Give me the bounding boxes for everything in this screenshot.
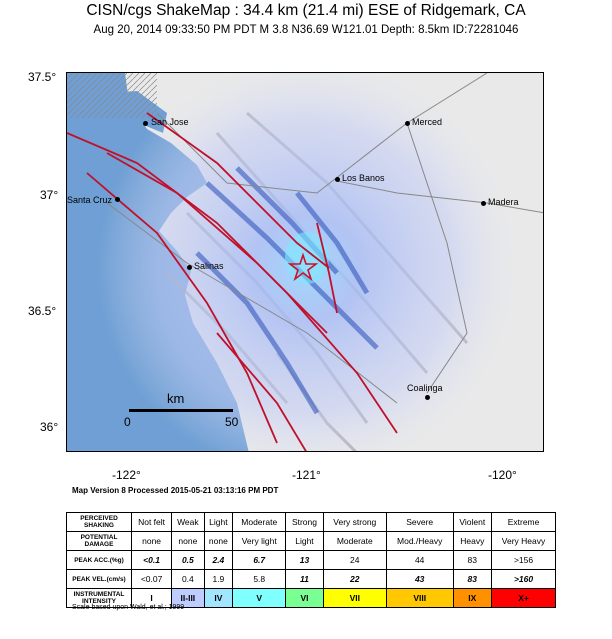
intensity-cell: V: [232, 588, 287, 608]
map-canvas: [67, 73, 543, 451]
intensity-cell: VIII: [385, 588, 454, 608]
legend-cell: Light: [203, 512, 234, 532]
faults: [67, 112, 398, 451]
intensity-cell: II-III: [171, 588, 205, 608]
city-dot-icon: [187, 265, 192, 270]
legend-cell: Strong: [285, 512, 324, 532]
shakemap-map[interactable]: San Jose Merced Los Banos Santa Cruz Mad…: [66, 72, 544, 452]
map-version: Map Version 8 Processed 2015-05-21 03:13…: [72, 486, 279, 495]
legend-cell: Light: [285, 531, 324, 551]
legend-row-acc: PEAK ACC.(%g) <0.1 0.5 2.4 6.7 13 24 44 …: [66, 550, 556, 570]
legend-cell: Mod./Heavy: [385, 531, 454, 551]
legend-cell: 5.8: [232, 569, 287, 589]
legend-cell: none: [130, 531, 173, 551]
legend-label-shaking: PERCEIVED SHAKING: [66, 512, 132, 532]
urban-area: [67, 73, 157, 118]
intensity-cell: IX: [452, 588, 493, 608]
legend-cell: >156: [491, 550, 556, 570]
legend-cell: Severe: [385, 512, 454, 532]
legend-row-damage: POTENTIAL DAMAGE none none none Very lig…: [66, 531, 556, 551]
legend-cell: Very Heavy: [491, 531, 556, 551]
city-san-jose: San Jose: [151, 117, 189, 127]
scale-bar: [129, 409, 233, 412]
city-coalinga: Coalinga: [407, 383, 443, 393]
legend-cell: 6.7: [232, 550, 287, 570]
city-dot-icon: [115, 197, 120, 202]
scale-end: 50: [225, 415, 239, 429]
legend-cell: none: [203, 531, 234, 551]
legend-cell: 11: [285, 569, 324, 589]
legend-cell: Extreme: [491, 512, 556, 532]
map-title: CISN/cgs ShakeMap : 34.4 km (21.4 mi) ES…: [86, 2, 526, 19]
city-santa-cruz: Santa Cruz: [67, 195, 113, 205]
legend-cell: 13: [285, 550, 324, 570]
intensity-cell: VI: [285, 588, 324, 608]
legend-cell: 0.5: [171, 550, 205, 570]
legend-cell: 43: [385, 569, 454, 589]
legend-cell: Weak: [171, 512, 205, 532]
legend-cell: 2.4: [203, 550, 234, 570]
legend-row-intensity: INSTRUMENTAL INTENSITY I II-III IV V VI …: [66, 588, 556, 608]
legend-row-vel: PEAK VEL.(cm/s) <0.07 0.4 1.9 5.8 11 22 …: [66, 569, 556, 589]
legend-cell: 22: [322, 569, 387, 589]
roads: [106, 73, 543, 404]
city-dot-icon: [143, 121, 148, 126]
epicenter-star-icon: [287, 252, 319, 282]
lon-tick-121: -121°: [292, 468, 321, 482]
legend-cell: Moderate: [232, 512, 287, 532]
legend-cell: 0.4: [171, 569, 205, 589]
city-dot-icon: [405, 121, 410, 126]
legend-cell: <0.07: [130, 569, 173, 589]
peak-shaking-zone: [285, 232, 329, 284]
legend-cell: 83: [452, 550, 493, 570]
scale-note: Scale based upon Wald, et al.; 1999: [72, 604, 185, 611]
event-details: Aug 20, 2014 09:33:50 PM PDT M 3.8 N36.6…: [93, 24, 519, 36]
city-dot-icon: [425, 395, 430, 400]
legend-cell: Moderate: [322, 531, 387, 551]
lat-tick-37: 37°: [40, 188, 59, 202]
scale-start: 0: [124, 415, 131, 429]
intensity-cell: X+: [491, 588, 556, 608]
legend-row-shaking: PERCEIVED SHAKING Not felt Weak Light Mo…: [66, 512, 556, 532]
intensity-legend: PERCEIVED SHAKING Not felt Weak Light Mo…: [66, 512, 556, 608]
lat-tick-36-5: 36.5°: [28, 304, 57, 318]
city-dot-icon: [481, 201, 486, 206]
scale-unit: km: [167, 391, 185, 406]
legend-label-acc: PEAK ACC.(%g): [66, 550, 132, 570]
city-dot-icon: [335, 177, 340, 182]
legend-cell: Very light: [232, 531, 287, 551]
legend-label-vel: PEAK VEL.(cm/s): [66, 569, 132, 589]
legend-label-damage: POTENTIAL DAMAGE: [66, 531, 132, 551]
legend-cell: 44: [385, 550, 454, 570]
legend-cell: 1.9: [203, 569, 234, 589]
lat-tick-36: 36°: [40, 420, 59, 434]
legend-cell: <0.1: [130, 550, 173, 570]
legend-cell: Very strong: [322, 512, 387, 532]
legend-cell: Not felt: [130, 512, 173, 532]
legend-cell: none: [171, 531, 205, 551]
city-los-banos: Los Banos: [342, 173, 385, 183]
city-merced: Merced: [412, 117, 443, 127]
legend-cell: Heavy: [452, 531, 493, 551]
lon-tick-122: -122°: [112, 468, 141, 482]
intensity-cell: VII: [322, 588, 387, 608]
legend-cell: 24: [322, 550, 387, 570]
intensity-cell: IV: [203, 588, 234, 608]
lon-tick-120: -120°: [488, 468, 517, 482]
legend-cell: >160: [491, 569, 556, 589]
city-madera: Madera: [488, 197, 519, 207]
lat-tick-37-5: 37.5°: [28, 70, 57, 84]
legend-cell: 83: [452, 569, 493, 589]
intensity-cell: I: [130, 588, 173, 608]
legend-cell: Violent: [452, 512, 493, 532]
city-salinas: Salinas: [194, 261, 224, 271]
